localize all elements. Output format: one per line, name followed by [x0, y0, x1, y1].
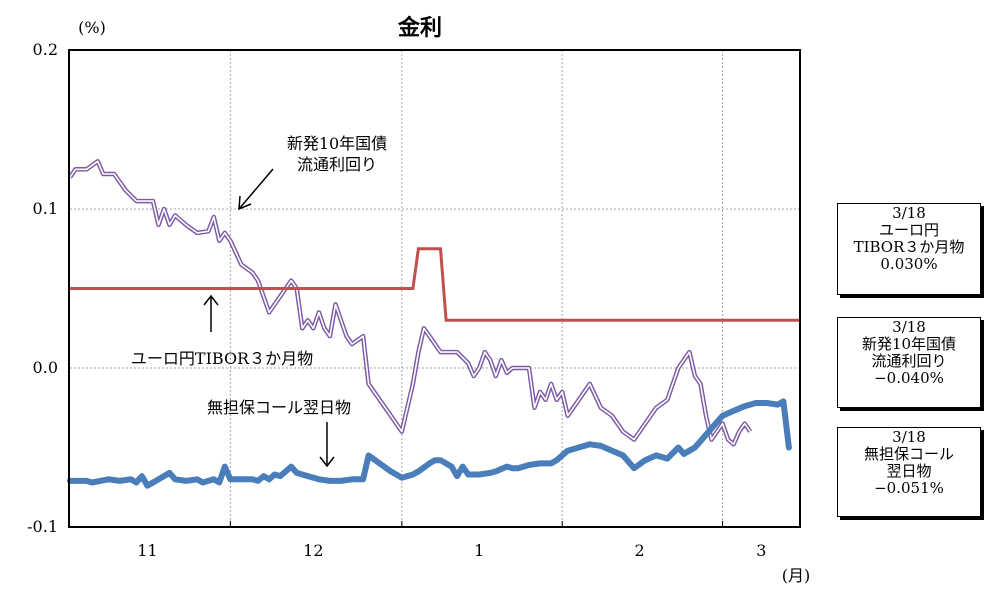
value-box-call: 3/18 無担保コール 翌日物 −0.051%	[837, 427, 981, 517]
value-box-jgb-name1: 新発10年国債	[861, 335, 957, 353]
series-0-outer-line	[68, 159, 753, 447]
annotation-jgb-line2: 流通利回り	[297, 155, 377, 174]
y-tick-label-2: 0.0	[33, 358, 58, 377]
annotation-jgb-arrow	[238, 168, 274, 211]
series-1	[70, 247, 800, 322]
x-tick-label-0: 11	[137, 541, 157, 560]
series-2-line	[67, 398, 792, 489]
series-lines	[67, 159, 800, 489]
y-tick-label-1: 0.1	[33, 199, 58, 218]
value-box-call-date: 3/18	[892, 428, 926, 446]
value-box-jgb-date: 3/18	[892, 318, 926, 336]
value-box-jgb: 3/18 新発10年国債 流通利回り −0.040%	[837, 317, 981, 408]
annotation-jgb-line1: 新発10年国債	[287, 134, 387, 153]
value-box-tibor-date: 3/18	[892, 204, 926, 222]
y-unit-label: (%)	[78, 18, 106, 37]
value-box-jgb-name2: 流通利回り	[871, 352, 947, 370]
x-tick-label-2: 1	[474, 541, 484, 560]
plot-area-frame	[68, 49, 801, 528]
x-tick-label-1: 12	[303, 541, 323, 560]
series-2	[67, 398, 792, 489]
series-0	[68, 159, 753, 447]
value-box-call-name1: 無担保コール	[863, 445, 954, 463]
annotation-tibor-arrow	[203, 294, 219, 332]
series-1-line	[70, 247, 800, 322]
value-box-call-name2: 翌日物	[886, 462, 932, 480]
value-box-jgb-value: −0.040%	[874, 369, 944, 387]
series-0-inner-line	[69, 160, 751, 446]
value-box-tibor: 3/18 ユーロ円 TIBOR３か月物 0.030%	[837, 203, 981, 295]
x-unit-label: (月)	[782, 566, 811, 585]
value-box-tibor-name1: ユーロ円	[878, 221, 939, 239]
y-tick-label-0: 0.2	[33, 40, 58, 59]
x-tick-label-3: 2	[635, 541, 645, 560]
x-tick-label-4: 3	[756, 541, 766, 560]
value-box-tibor-name2: TIBOR３か月物	[853, 238, 965, 256]
value-box-tibor-value: 0.030%	[880, 255, 938, 273]
value-box-call-value: −0.051%	[874, 479, 944, 497]
axis-labels: 0.20.10.0-0.111 12 1 2 3	[27, 40, 766, 560]
annotation-tibor: ユーロ円TIBOR３か月物	[131, 349, 313, 368]
y-tick-label-3: -0.1	[27, 517, 58, 536]
chart-title: 金利	[397, 15, 442, 41]
annotation-call: 無担保コール翌日物	[207, 398, 351, 417]
annotation-call-arrow	[319, 422, 335, 468]
